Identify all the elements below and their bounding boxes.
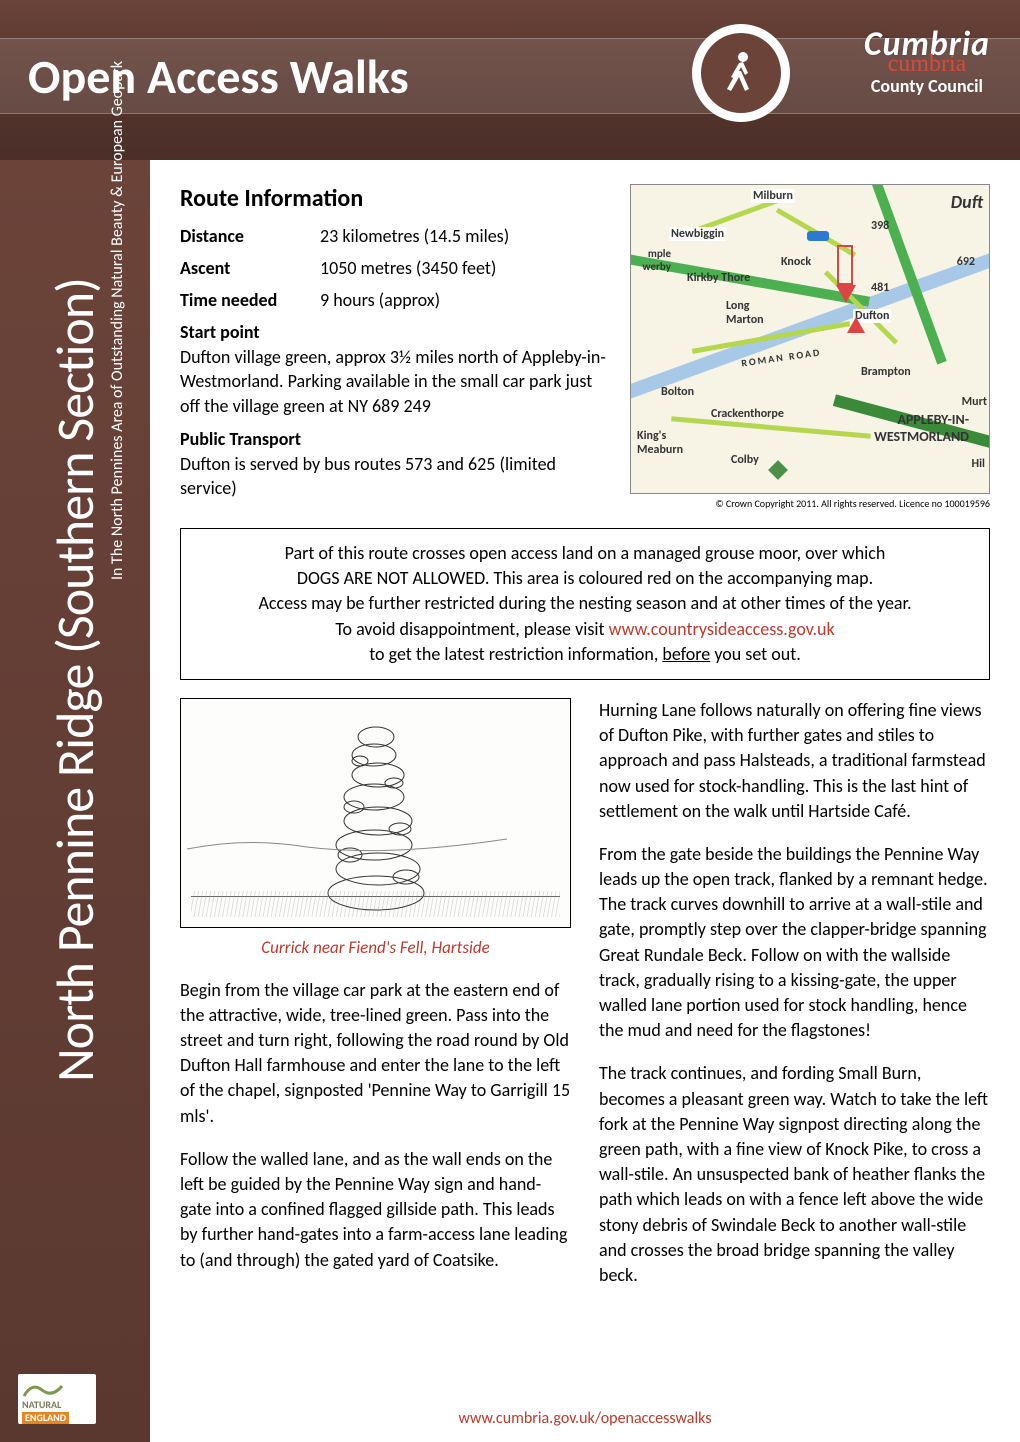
- info-row-time: Time needed 9 hours (approx): [180, 289, 612, 311]
- walker-badge-icon: [692, 24, 790, 122]
- public-transport-text: Dufton is served by bus routes 573 and 6…: [180, 452, 612, 501]
- content: Route Information Distance 23 kilometres…: [150, 160, 1020, 1326]
- council-logo: Cumbria cumbria County Council: [864, 30, 990, 97]
- info-row-ascent: Ascent 1050 metres (3450 feet): [180, 257, 612, 279]
- illustration: [180, 698, 571, 928]
- council-sub: County Council: [864, 75, 990, 97]
- footer-url[interactable]: www.cumbria.gov.uk/openaccesswalks: [150, 1409, 1020, 1428]
- notice-link[interactable]: www.countrysideaccess.gov.uk: [609, 618, 835, 640]
- sidebar-subtitle: In The North Pennines Area of Outstandin…: [108, 61, 127, 580]
- header: Open Access Walks Cumbria cumbria County…: [0, 0, 1020, 160]
- map-copyright: © Crown Copyright 2011. All rights reser…: [630, 497, 990, 510]
- start-point-heading: Start point: [180, 321, 612, 343]
- body-right-p3: The track continues, and fording Small B…: [599, 1061, 990, 1288]
- public-transport-heading: Public Transport: [180, 428, 612, 450]
- map-panel: Milburn Newbiggin Duft Knock mple werby …: [630, 184, 990, 510]
- route-info: Route Information Distance 23 kilometres…: [180, 184, 612, 510]
- body-right-p2: From the gate beside the buildings the P…: [599, 842, 990, 1044]
- right-column: Hurning Lane follows naturally on offeri…: [599, 698, 990, 1306]
- sidebar: North Pennine Ridge (Southern Section) I…: [0, 160, 150, 1442]
- walker-icon: [721, 49, 761, 97]
- sidebar-title: North Pennine Ridge (Southern Section): [43, 278, 107, 1082]
- notice-box: Part of this route crosses open access l…: [180, 528, 990, 680]
- natural-england-logo: NATURAL ENGLAND: [18, 1374, 96, 1424]
- council-script: cumbria: [864, 51, 990, 65]
- body-right-p1: Hurning Lane follows naturally on offeri…: [599, 698, 990, 824]
- left-column: Currick near Fiend's Fell, Hartside Begi…: [180, 698, 571, 1306]
- map: Milburn Newbiggin Duft Knock mple werby …: [630, 184, 990, 494]
- route-info-heading: Route Information: [180, 184, 612, 213]
- body-columns: Currick near Fiend's Fell, Hartside Begi…: [180, 698, 990, 1306]
- body-left-p2: Follow the walled lane, and as the wall …: [180, 1147, 571, 1273]
- body-left-p1: Begin from the village car park at the e…: [180, 978, 571, 1129]
- start-point-text: Dufton village green, approx 3½ miles no…: [180, 345, 612, 418]
- header-title: Open Access Walks: [28, 47, 409, 106]
- illustration-caption: Currick near Fiend's Fell, Hartside: [180, 936, 571, 960]
- info-row-distance: Distance 23 kilometres (14.5 miles): [180, 225, 612, 247]
